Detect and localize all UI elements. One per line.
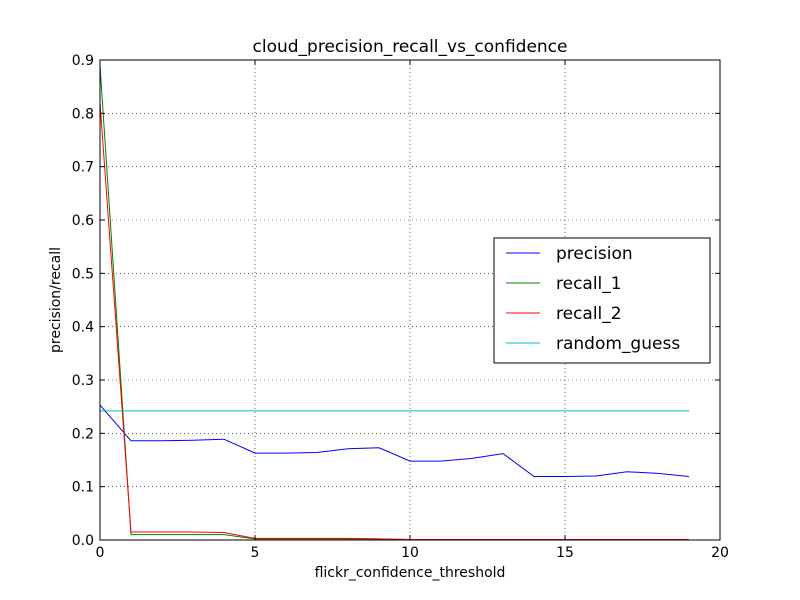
y-tick-label: 0.5 xyxy=(72,266,94,282)
x-tick-label: 20 xyxy=(711,545,729,561)
y-tick-label: 0.0 xyxy=(72,533,94,549)
y-tick-label: 0.4 xyxy=(72,320,94,336)
x-axis-label: flickr_confidence_threshold xyxy=(315,565,506,581)
y-tick-label: 0.8 xyxy=(72,106,94,122)
y-tick-label: 0.9 xyxy=(72,53,94,69)
x-tick-label: 10 xyxy=(401,545,419,561)
legend-label: random_guess xyxy=(556,334,680,354)
y-tick-label: 0.6 xyxy=(72,213,94,229)
chart-title: cloud_precision_recall_vs_confidence xyxy=(253,37,568,57)
y-tick-label: 0.2 xyxy=(72,426,94,442)
y-tick-label: 0.7 xyxy=(72,160,94,176)
y-axis-label: precision/recall xyxy=(48,247,64,353)
x-axis: 0 5 10 15 20 xyxy=(96,60,729,561)
x-tick-label: 0 xyxy=(96,545,105,561)
x-tick-label: 5 xyxy=(251,545,260,561)
series-line-recall-2 xyxy=(99,102,689,540)
y-tick-label: 0.3 xyxy=(72,373,94,389)
y-axis: 0.0 0.1 0.2 0.3 0.4 0.5 0.6 0.7 0.8 0.9 xyxy=(72,53,720,549)
x-tick-label: 15 xyxy=(556,545,574,561)
legend: precision recall_1 recall_2 random_guess xyxy=(493,237,711,364)
legend-label: recall_1 xyxy=(556,274,622,294)
series-layer xyxy=(99,65,690,540)
legend-label: recall_2 xyxy=(556,304,622,324)
legend-frame xyxy=(493,237,711,364)
y-tick-label: 0.1 xyxy=(72,480,94,496)
series-line-precision xyxy=(99,404,690,478)
legend-label: precision xyxy=(556,244,633,264)
